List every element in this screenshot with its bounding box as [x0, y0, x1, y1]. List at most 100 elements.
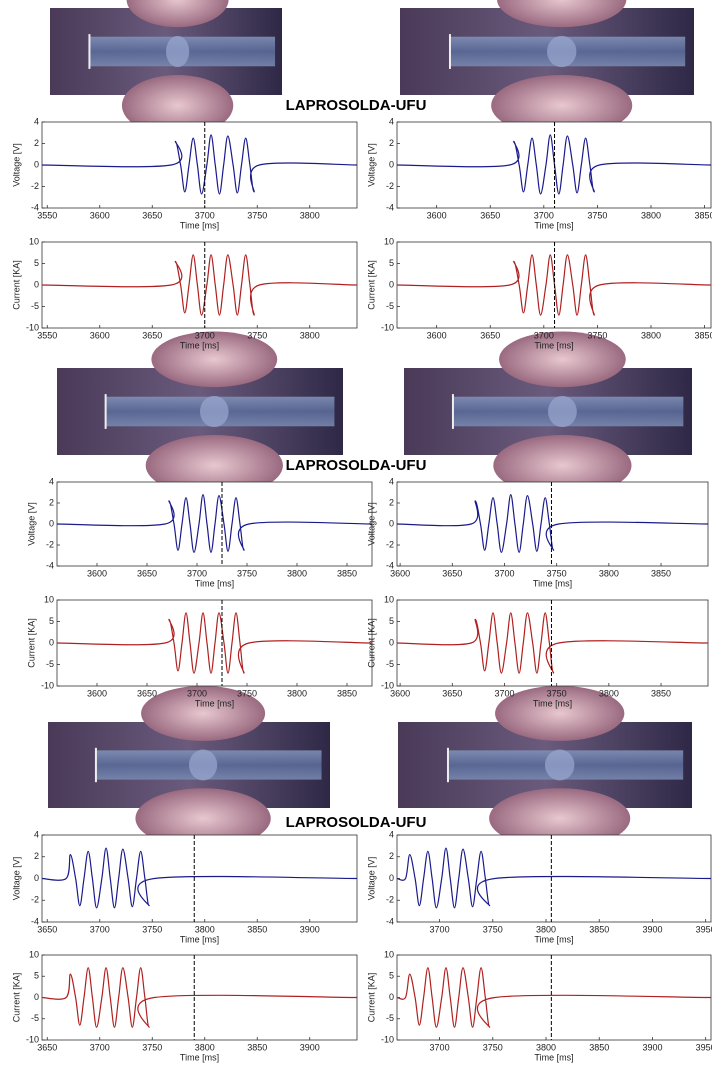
y-tick-label: -2 — [386, 181, 394, 191]
y-tick-label: 0 — [389, 637, 394, 647]
y-axis-label: Current [KA] — [366, 973, 376, 1023]
x-tick-label: 3800 — [599, 688, 619, 698]
x-tick-label: 3550 — [37, 210, 57, 220]
y-axis-label: Voltage [V] — [366, 502, 376, 546]
x-tick-label: 3850 — [695, 210, 712, 220]
chart: -10-50510360036503700375038003850Time [m… — [366, 236, 712, 350]
y-tick-label: -5 — [31, 1013, 39, 1023]
y-tick-label: -10 — [381, 1034, 394, 1044]
y-axis-label: Current [KA] — [11, 260, 21, 310]
y-tick-label: 5 — [389, 616, 394, 626]
y-tick-label: 0 — [389, 159, 394, 169]
x-axis-label: Time [ms] — [180, 220, 219, 230]
y-tick-label: 2 — [389, 138, 394, 148]
chart: -4-2024365037003750380038503900Time [ms]… — [11, 829, 357, 944]
weld-spot — [189, 750, 217, 781]
x-tick-label: 3650 — [137, 688, 157, 698]
y-axis-label: Current [KA] — [366, 618, 376, 668]
chart: -4-2024360036503700375038003850Time [ms]… — [366, 116, 712, 230]
y-tick-label: 4 — [389, 829, 394, 839]
y-tick-label: 5 — [49, 616, 54, 626]
x-tick-label: 3800 — [287, 568, 307, 578]
lab-label: LAPROSOLDA-UFU — [286, 457, 427, 474]
x-tick-label: 3750 — [142, 924, 162, 934]
x-tick-label: 3750 — [237, 688, 257, 698]
x-tick-label: 3700 — [534, 210, 554, 220]
x-tick-label: 3700 — [494, 688, 514, 698]
y-tick-label: 2 — [389, 497, 394, 507]
y-axis-label: Voltage [V] — [366, 857, 376, 901]
plot-area — [397, 482, 708, 566]
x-axis-label: Time [ms] — [180, 1052, 219, 1062]
y-tick-label: 2 — [34, 851, 39, 861]
x-axis-label: Time [ms] — [534, 934, 573, 944]
x-tick-label: 3950 — [696, 924, 712, 934]
x-tick-label: 3850 — [695, 330, 712, 340]
x-tick-label: 3700 — [187, 568, 207, 578]
y-tick-label: 0 — [389, 992, 394, 1002]
x-tick-label: 3600 — [90, 330, 110, 340]
y-axis-label: Current [KA] — [366, 260, 376, 310]
y-tick-label: 0 — [34, 279, 39, 289]
weld-spot — [548, 396, 577, 427]
x-tick-label: 3900 — [300, 924, 320, 934]
x-tick-label: 3800 — [599, 568, 619, 578]
y-tick-label: 0 — [34, 873, 39, 883]
plot-area — [42, 242, 357, 328]
y-tick-label: 10 — [384, 949, 394, 959]
x-axis-label: Time [ms] — [534, 1052, 573, 1062]
x-tick-label: 3600 — [427, 330, 447, 340]
x-tick-label: 3600 — [87, 568, 107, 578]
x-axis-label: Time [ms] — [533, 578, 572, 588]
x-tick-label: 3600 — [90, 210, 110, 220]
x-tick-label: 3750 — [247, 330, 267, 340]
x-tick-label: 3750 — [483, 924, 503, 934]
x-tick-label: 3950 — [696, 1042, 712, 1052]
y-axis-label: Current [KA] — [11, 973, 21, 1023]
plot-area — [42, 955, 357, 1040]
y-tick-label: 5 — [34, 258, 39, 268]
lab-label: LAPROSOLDA-UFU — [286, 814, 427, 831]
y-tick-label: 4 — [49, 476, 54, 486]
y-tick-label: 0 — [49, 637, 54, 647]
x-tick-label: 3750 — [547, 568, 567, 578]
y-tick-label: -4 — [386, 202, 394, 212]
x-axis-label: Time [ms] — [195, 698, 234, 708]
y-tick-label: 0 — [389, 873, 394, 883]
x-tick-label: 3800 — [300, 210, 320, 220]
weld-spot — [200, 396, 229, 427]
y-tick-label: -2 — [31, 181, 39, 191]
x-tick-label: 3700 — [90, 924, 110, 934]
x-axis-label: Time [ms] — [180, 934, 219, 944]
chart: -4-2024360036503700375038003850Time [ms]… — [366, 476, 708, 588]
y-axis-label: Voltage [V] — [26, 502, 36, 546]
x-tick-label: 3600 — [427, 210, 447, 220]
chart: -4-2024370037503800385039003950Time [ms]… — [366, 829, 712, 944]
y-tick-label: 10 — [384, 594, 394, 604]
y-tick-label: -2 — [46, 539, 54, 549]
plot-area — [42, 122, 357, 208]
x-tick-label: 3700 — [534, 330, 554, 340]
x-tick-label: 3700 — [195, 330, 215, 340]
x-tick-label: 3800 — [195, 924, 215, 934]
x-tick-label: 3750 — [547, 688, 567, 698]
y-axis-label: Voltage [V] — [366, 143, 376, 187]
y-tick-label: 2 — [34, 138, 39, 148]
x-axis-label: Time [ms] — [533, 698, 572, 708]
plot-area — [42, 835, 357, 922]
y-tick-label: -2 — [386, 895, 394, 905]
x-tick-label: 3650 — [37, 1042, 57, 1052]
chart: -10-50510370037503800385039003950Time [m… — [366, 949, 712, 1062]
x-tick-label: 3650 — [37, 924, 57, 934]
x-tick-label: 3800 — [641, 330, 661, 340]
y-tick-label: -2 — [31, 895, 39, 905]
x-axis-label: Time [ms] — [180, 340, 219, 350]
x-tick-label: 3650 — [442, 568, 462, 578]
x-tick-label: 3750 — [142, 1042, 162, 1052]
x-tick-label: 3900 — [642, 1042, 662, 1052]
chart: -10-50510355036003650370037503800Time [m… — [11, 236, 357, 350]
x-tick-label: 3850 — [651, 688, 671, 698]
x-tick-label: 3850 — [651, 568, 671, 578]
y-axis-label: Voltage [V] — [11, 857, 21, 901]
